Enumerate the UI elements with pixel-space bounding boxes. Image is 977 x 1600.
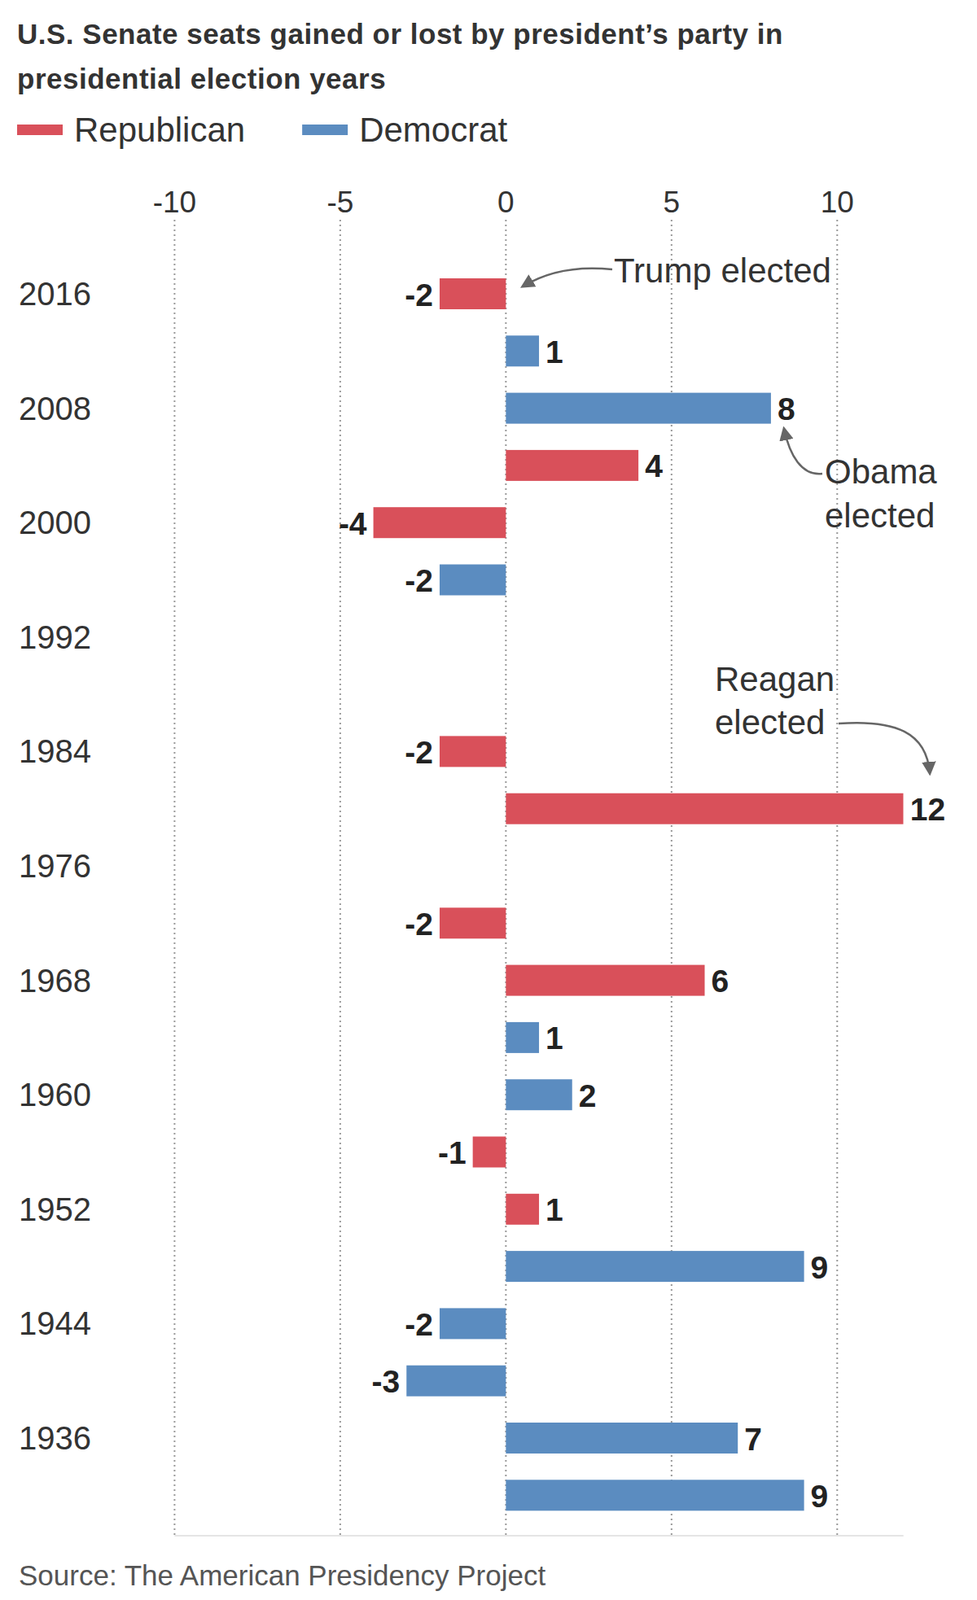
chart: Republican Democrat -10 -5 0 5 10 2016 2008 2000 1… [0,0,977,1600]
category-label: 1968 [18,963,92,999]
source: Source: The American Presidency Project [18,1559,546,1592]
legend-label: Republican [74,110,246,149]
data-label: 7 [744,1422,763,1458]
data-label: -1 [438,1135,467,1171]
bar [439,1308,506,1340]
data-label: -2 [404,563,434,599]
bar [505,1423,738,1455]
category-label: 1984 [18,733,92,770]
data-label: 9 [810,1479,829,1515]
bar [505,965,705,997]
data-label: -2 [404,906,434,942]
category-label: 1960 [18,1077,92,1113]
data-label: -4 [338,506,368,542]
bar [373,507,507,539]
bar [505,1251,804,1283]
annotation: Trump elected [613,251,832,290]
data-label: 9 [810,1250,829,1286]
bar [505,1480,804,1512]
data-label: 1 [545,334,564,370]
bar [505,793,903,825]
bar [439,565,506,596]
category-label: 1944 [18,1305,92,1342]
tick-label: 0 [497,185,515,220]
annotation: elected [714,703,825,742]
legend-swatch [302,124,348,136]
data-label: -2 [404,277,434,313]
tick-label: 10 [820,185,855,220]
annotation-arrow [838,722,930,774]
legend-swatch [17,124,63,136]
bar [505,1079,572,1111]
legend-label: Democrat [359,110,508,149]
data-label: 12 [910,792,946,828]
grid-line [836,219,838,1537]
bar [505,393,772,425]
annotation-arrow [784,429,823,474]
data-labels: -24-4-212-26-1118-2129-2-379 [338,277,946,1515]
tick-label: -5 [326,185,354,220]
category-label: 1952 [18,1191,92,1228]
bar [473,1137,507,1169]
category-label: 2008 [18,390,92,427]
data-label: 8 [777,391,796,427]
grid-line [339,219,342,1537]
category-label: 2016 [18,276,92,312]
data-label: -3 [372,1364,401,1400]
tick-label: 5 [663,185,681,220]
bar [505,1194,539,1226]
bar [505,450,639,482]
data-label: -2 [404,735,434,771]
data-label: -2 [404,1307,434,1343]
title: U.S. Senate seats gained or lost by pres… [17,11,807,101]
bar [505,1022,539,1054]
annotation: elected [824,496,935,535]
axis-line [174,1536,903,1538]
bar [439,736,506,767]
bar [439,907,506,939]
annotation: Obama [824,452,938,491]
bar [505,335,539,367]
grid-line [173,219,176,1537]
annotation-arrow [522,268,613,287]
category-label: 1936 [18,1420,92,1457]
data-label: 6 [711,963,730,999]
bar [439,278,506,310]
annotation: Reagan [714,660,835,699]
category-label: 2000 [18,504,92,541]
tick-label: -10 [153,185,197,220]
category-label: 1976 [18,848,92,885]
bar [406,1366,506,1398]
annotations: Trump elected Obama elected Reagan elected [522,251,938,775]
data-label: 4 [644,448,663,484]
data-label: 1 [545,1020,564,1056]
data-label: 2 [578,1078,597,1114]
category-label: 1992 [18,619,92,656]
data-label: 1 [545,1192,564,1228]
